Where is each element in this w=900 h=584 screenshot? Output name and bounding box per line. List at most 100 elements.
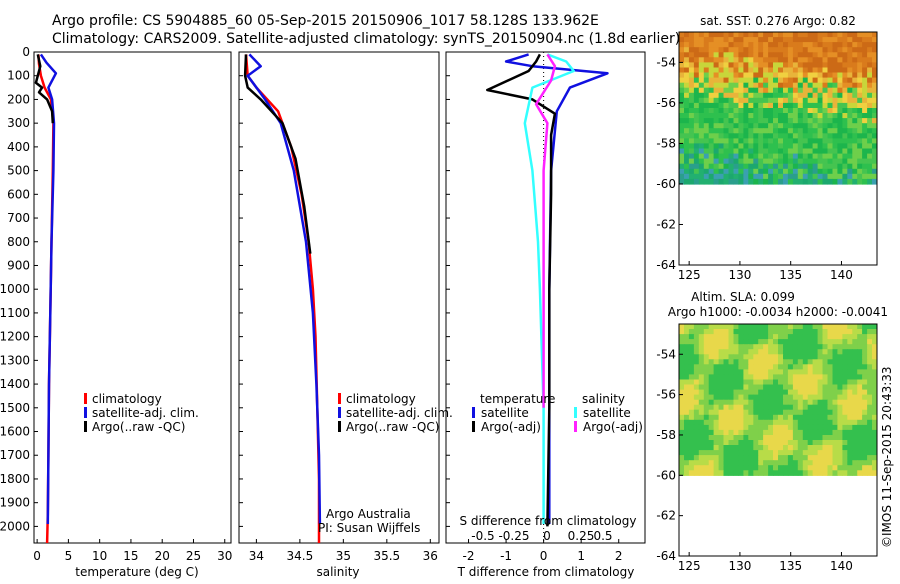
map-cell: [783, 440, 789, 446]
map-cell: [872, 118, 878, 124]
map-x-tick-label: 125: [678, 559, 701, 573]
map-cell: [832, 52, 838, 58]
map-cell: [832, 67, 838, 74]
map-cell: [753, 108, 759, 114]
map-cell: [842, 455, 848, 461]
map-cell: [852, 57, 858, 63]
map-cell: [713, 359, 720, 365]
map-cell: [693, 334, 700, 340]
map-cell: [832, 32, 838, 38]
map-cell: [758, 379, 764, 386]
y-tick-label: 0: [22, 45, 30, 59]
map-cell: [783, 450, 789, 456]
map-cell: [763, 92, 769, 99]
map-cell: [753, 349, 759, 355]
map-cell: [693, 414, 700, 421]
map-cell: [862, 37, 868, 43]
map-cell: [867, 389, 873, 396]
map-cell: [872, 163, 878, 170]
map-cell: [733, 329, 739, 335]
map-cell: [688, 349, 695, 355]
map-cell: [872, 465, 878, 471]
map-cell: [802, 82, 809, 89]
map-cell: [812, 344, 819, 350]
map-cell: [807, 97, 814, 104]
map-cell: [693, 57, 700, 63]
map-cell: [688, 364, 695, 370]
map-cell: [688, 334, 695, 340]
map-cell: [812, 168, 819, 175]
map-cell: [743, 163, 749, 170]
map-cell: [763, 384, 769, 391]
map-cell: [758, 158, 764, 165]
map-cell: [787, 62, 794, 69]
map-cell: [842, 92, 848, 99]
map-cell: [758, 329, 764, 335]
map-cell: [698, 440, 705, 446]
map-cell: [693, 409, 700, 416]
map-cell: [832, 450, 838, 456]
map-cell: [748, 148, 754, 155]
map-cell: [713, 389, 720, 396]
map-cell: [872, 394, 878, 401]
map-cell: [827, 324, 833, 330]
map-cell: [738, 158, 744, 165]
map-cell: [748, 394, 754, 401]
map-cell: [773, 82, 779, 89]
y-tick-label: 100: [7, 69, 30, 83]
map-cell: [743, 435, 749, 441]
map-cell: [822, 77, 828, 84]
map-cell: [852, 404, 858, 411]
map-cell: [827, 168, 833, 175]
map-cell: [708, 148, 715, 155]
map-y-tick-label: -60: [656, 177, 676, 191]
map-cell: [852, 369, 858, 375]
map-cell: [698, 173, 705, 180]
map-cell: [872, 339, 878, 345]
map-cell: [862, 374, 868, 380]
map-cell: [708, 108, 715, 114]
map-cell: [837, 153, 843, 160]
map-cell: [713, 334, 720, 340]
map-cell: [867, 324, 873, 330]
map-cell: [718, 404, 725, 411]
map-cell: [688, 339, 695, 345]
map-cell: [773, 118, 779, 124]
map-cell: [693, 384, 700, 391]
map-cell: [743, 153, 749, 160]
map-cell: [698, 148, 705, 155]
map-cell: [792, 379, 799, 386]
map-cell: [708, 404, 715, 411]
map-cell: [847, 128, 853, 134]
map-cell: [862, 173, 868, 180]
map-cell: [867, 148, 873, 155]
map-cell: [827, 32, 833, 38]
header-line2: Climatology: CARS2009. Satellite-adjuste…: [52, 31, 680, 47]
map-cell: [718, 354, 725, 360]
map-cell: [787, 113, 794, 119]
map-cell: [867, 97, 873, 104]
map-cell: [787, 92, 794, 99]
map-cell: [792, 364, 799, 370]
map-cell: [698, 419, 705, 426]
map-cell: [783, 435, 789, 441]
map-cell: [797, 455, 804, 461]
map-cell: [738, 334, 744, 340]
map-cell: [718, 329, 725, 335]
legend-swatch-argo-raw: [338, 421, 341, 432]
map-cell: [703, 404, 710, 411]
map-cell: [753, 158, 759, 165]
map-cell: [842, 445, 848, 451]
map-cell: [768, 123, 774, 129]
map-cell: [684, 435, 690, 441]
map-cell: [733, 349, 739, 355]
map-cell: [792, 67, 799, 74]
map-cell: [862, 329, 868, 335]
map-cell: [827, 329, 833, 335]
map-cell: [872, 409, 878, 416]
map-cell: [758, 67, 764, 74]
x-tick-label: 2: [615, 549, 623, 563]
map-cell: [718, 440, 725, 446]
map-cell: [817, 143, 824, 150]
map-cell: [768, 113, 774, 119]
